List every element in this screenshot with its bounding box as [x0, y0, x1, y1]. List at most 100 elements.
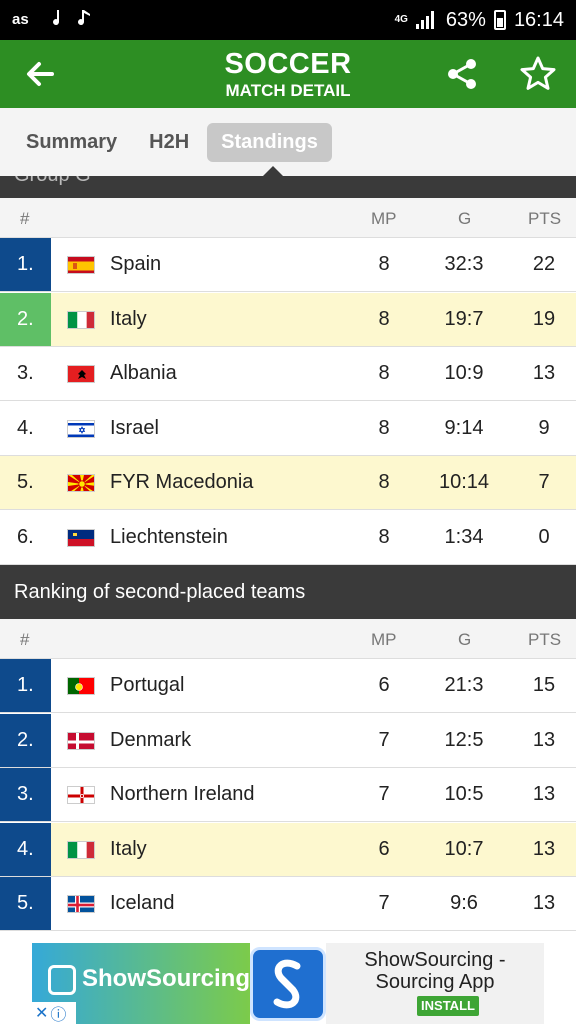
battery-percent: 63% — [445, 8, 486, 31]
matches-played: 8 — [378, 525, 390, 548]
tab-summary[interactable]: Summary — [26, 130, 118, 153]
position: 6. — [17, 525, 34, 548]
lastfm-icon: as — [12, 8, 36, 32]
app-title: SOCCER — [224, 48, 352, 80]
iceland-flag-icon — [67, 895, 95, 913]
clock: 16:14 — [513, 8, 564, 31]
table-row[interactable]: 5. Iceland 7 9:6 13 — [0, 877, 576, 931]
table-row[interactable]: 2. Denmark 7 12:5 13 — [0, 713, 576, 768]
points: 13 — [532, 783, 556, 805]
favorite-star-icon[interactable] — [518, 54, 558, 94]
matches-played: 6 — [378, 674, 390, 696]
col-mp: MP — [371, 209, 397, 228]
goals: 12:5 — [444, 728, 484, 751]
battery-icon — [493, 10, 506, 30]
points: 13 — [532, 728, 556, 751]
points: 7 — [538, 471, 550, 493]
tab-standings[interactable]: Standings — [207, 122, 332, 162]
team-name: Italy — [110, 307, 147, 330]
ranking-table-header: # MP G PTS — [0, 619, 576, 659]
tab-h2h[interactable]: H2H — [149, 130, 190, 153]
team-name: Israel — [110, 416, 159, 439]
position: 1. — [0, 659, 51, 712]
app-subtitle: MATCH DETAIL — [225, 81, 351, 100]
team-name: Italy — [110, 837, 147, 860]
team-name: Iceland — [110, 892, 175, 914]
team-name: Denmark — [110, 728, 192, 751]
macedonia-flag-icon — [67, 474, 95, 492]
close-icon[interactable]: ✕ — [35, 1005, 49, 1022]
svg-text:as: as — [12, 11, 29, 27]
spain-flag-icon — [67, 256, 95, 274]
position: 2. — [0, 713, 51, 767]
signal-icon — [415, 11, 438, 29]
points: 13 — [532, 892, 556, 914]
position: 3. — [0, 768, 51, 821]
share-icon[interactable] — [444, 56, 480, 92]
ad-app-name: ShowSourcing - Sourcing App — [364, 949, 506, 993]
network-type: 4G — [394, 14, 408, 25]
table-row[interactable]: 3. Northern Ireland 7 10:5 13 — [0, 768, 576, 822]
position: 2. — [0, 292, 51, 346]
portugal-flag-icon — [67, 677, 95, 695]
matches-played: 7 — [378, 892, 390, 914]
info-icon[interactable]: ⓘ — [50, 1007, 67, 1024]
table-row[interactable]: 6. Liechtenstein 8 1:34 0 — [0, 510, 576, 565]
col-pos: # — [20, 209, 30, 228]
position: 4. — [17, 416, 34, 439]
status-bar: as 4G 63% 16:14 — [0, 0, 576, 40]
position: 1. — [0, 238, 51, 291]
team-name: FYR Macedonia — [110, 471, 254, 493]
matches-played: 8 — [378, 416, 390, 439]
ad-brand-name: ShowSourcing — [82, 965, 250, 992]
position: 5. — [0, 877, 51, 930]
table-row[interactable]: 3. Albania 8 10:9 13 — [0, 347, 576, 401]
matches-played: 8 — [378, 307, 390, 330]
denmark-flag-icon — [67, 731, 95, 750]
points: 13 — [532, 362, 556, 384]
matches-played: 8 — [378, 253, 390, 275]
goals: 21:3 — [444, 674, 484, 696]
team-name: Albania — [110, 362, 177, 384]
points: 15 — [532, 674, 556, 696]
app-bar: SOCCER MATCH DETAIL — [0, 40, 576, 108]
matches-played: 8 — [378, 471, 390, 493]
team-name: Northern Ireland — [110, 783, 255, 805]
showsourcing-logo-icon — [48, 965, 76, 995]
points: 22 — [532, 253, 556, 275]
install-button[interactable]: INSTALL — [417, 996, 479, 1016]
northern-ireland-flag-icon — [67, 786, 95, 804]
table-row[interactable]: 1. Spain 8 32:3 22 — [0, 238, 576, 292]
music-note-icon — [78, 8, 94, 33]
albania-flag-icon — [67, 365, 95, 383]
goals: 10:14 — [438, 471, 490, 493]
goals: 10:7 — [444, 837, 484, 860]
col-g: G — [458, 209, 472, 228]
table-row[interactable]: 1. Portugal 6 21:3 15 — [0, 659, 576, 713]
goals: 9:6 — [450, 892, 478, 914]
tab-bar: Summary H2H Standings — [0, 108, 576, 176]
ranking-header: Ranking of second-placed teams — [0, 565, 576, 619]
ad-banner[interactable]: ShowSourcing ShowSourcing - Sourcing App… — [0, 943, 576, 1024]
matches-played: 7 — [378, 783, 390, 805]
table-row[interactable]: 4. Israel 8 9:14 9 — [0, 401, 576, 456]
position: 5. — [17, 471, 34, 493]
table-row[interactable]: 2. Italy 8 19:7 19 — [0, 292, 576, 347]
group-header: Group G — [0, 176, 576, 198]
app-logo-icon[interactable] — [250, 947, 326, 1021]
italy-flag-icon — [67, 310, 95, 329]
table-row[interactable]: 4. Italy 6 10:7 13 — [0, 822, 576, 877]
col-mp: MP — [371, 630, 397, 649]
position: 3. — [17, 362, 34, 384]
tab-pointer — [262, 166, 284, 177]
points: 13 — [532, 837, 556, 860]
points: 0 — [538, 525, 550, 548]
points: 9 — [538, 416, 550, 439]
col-g: G — [458, 630, 472, 649]
back-arrow-icon[interactable] — [22, 56, 58, 92]
team-name: Liechtenstein — [110, 525, 228, 548]
col-pos: # — [20, 630, 30, 649]
team-name: Spain — [110, 253, 162, 275]
table-row[interactable]: 5. FYR Macedonia 8 10:14 7 — [0, 456, 576, 510]
ad-choices[interactable]: ✕ ⓘ — [32, 1002, 76, 1024]
